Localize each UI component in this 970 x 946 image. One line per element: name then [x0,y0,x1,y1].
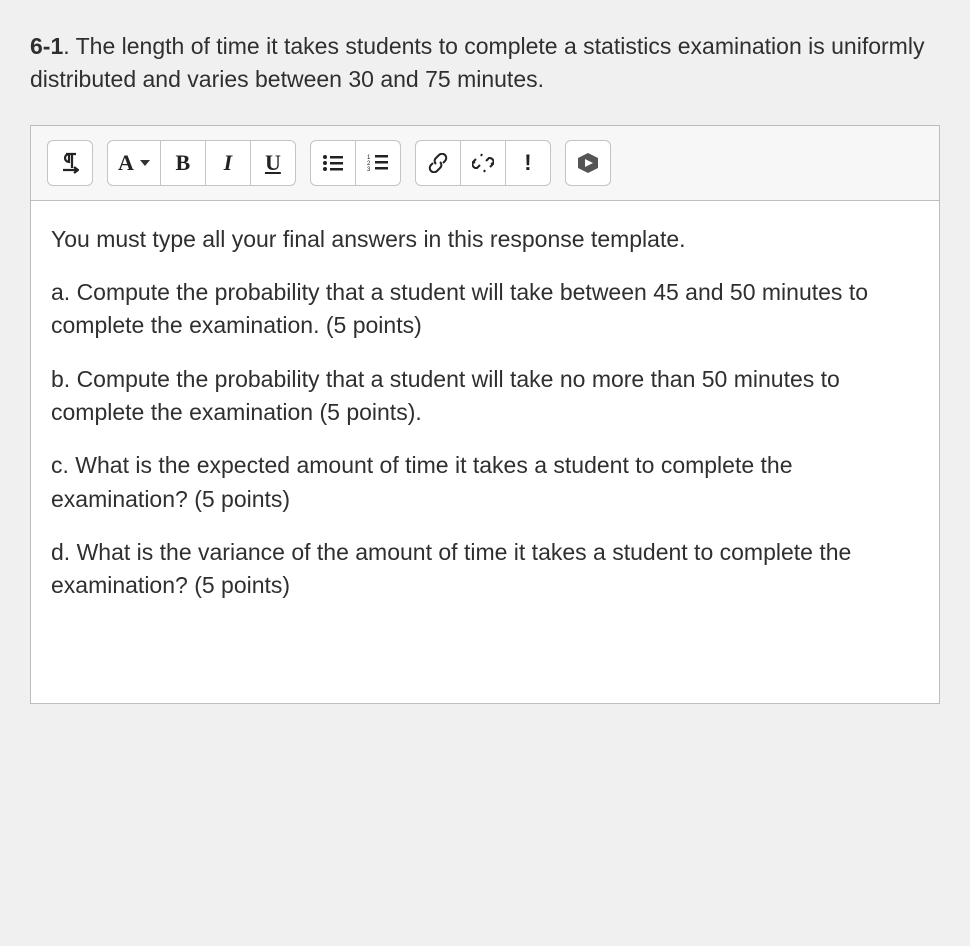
remove-link-button[interactable] [460,140,506,186]
editor-content[interactable]: You must type all your final answers in … [31,201,939,703]
insert-media-button[interactable] [565,140,611,186]
exclamation-label: ! [524,147,531,179]
underline-button[interactable]: U [250,140,296,186]
question-text: . The length of time it takes students t… [30,33,924,92]
question-number: 6-1 [30,33,63,59]
italic-label: I [224,147,233,179]
part-d-text: d. What is the variance of the amount of… [51,536,919,603]
intro-text: You must type all your final answers in … [51,223,919,256]
link-group: ! [415,140,551,186]
underline-label: U [265,147,281,179]
paragraph-arrow-icon [60,152,80,174]
chevron-down-icon [140,160,150,166]
paragraph-direction-button[interactable] [47,140,93,186]
question-prompt: 6-1. The length of time it takes student… [30,30,940,97]
insert-link-button[interactable] [415,140,461,186]
font-family-button[interactable]: A [107,140,161,186]
broken-link-icon [472,153,494,173]
media-icon [577,152,599,174]
numbered-list-button[interactable]: 1 2 3 [355,140,401,186]
svg-text:3: 3 [367,167,371,172]
part-a-text: a. Compute the probability that a studen… [51,276,919,343]
bullet-list-button[interactable] [310,140,356,186]
answer-editor: A B I U 1 [30,125,940,704]
link-icon [427,153,449,173]
font-a-icon: A [118,147,134,179]
part-c-text: c. What is the expected amount of time i… [51,449,919,516]
list-group: 1 2 3 [310,140,401,186]
numbered-list-icon: 1 2 3 [367,154,389,172]
text-style-group: A B I U [107,140,296,186]
part-b-text: b. Compute the probability that a studen… [51,363,919,430]
bullet-list-icon [322,154,344,172]
bold-button[interactable]: B [160,140,206,186]
bold-label: B [176,147,191,179]
editor-toolbar: A B I U 1 [31,126,939,201]
exclamation-button[interactable]: ! [505,140,551,186]
italic-button[interactable]: I [205,140,251,186]
